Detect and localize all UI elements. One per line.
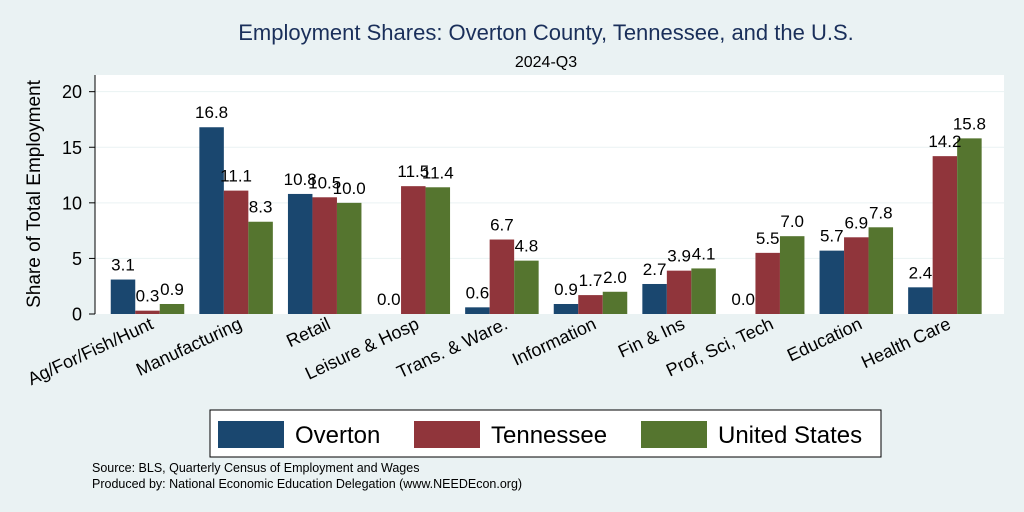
bar-labels: 3.10.3 0.916.811.18.310.810.510.00.011.51… xyxy=(111,103,986,309)
bar-overton xyxy=(110,279,136,314)
bar-value-label: 11.4 xyxy=(422,163,454,182)
bar-tennessee xyxy=(578,295,603,314)
bar-united-states xyxy=(779,236,805,314)
bar-value-label: 11.5 xyxy=(397,162,429,181)
chart-title: Employment Shares: Overton County, Tenne… xyxy=(238,20,854,45)
bar-value-label: 11.1 xyxy=(220,167,252,186)
y-tick-label: 20 xyxy=(62,82,82,102)
bar-value-label: 5.7 xyxy=(820,227,844,246)
bar-value-label: 15.8 xyxy=(953,114,986,133)
bar-value-label: 0.3 xyxy=(136,287,160,306)
bar-value-label: 4.8 xyxy=(515,237,539,256)
legend-label: Tennessee xyxy=(491,422,607,449)
bar-tennessee xyxy=(401,186,426,314)
bar-tennessee xyxy=(666,270,692,314)
bar-value-label: 16.8 xyxy=(195,103,228,122)
y-tick-label: 5 xyxy=(72,249,82,269)
bar-united-states xyxy=(514,260,539,314)
bar-value-label: 1.7 xyxy=(579,271,603,290)
y-tick-label: 0 xyxy=(72,305,82,325)
bar-value-label: 6.7 xyxy=(490,216,514,235)
bar-united-states xyxy=(868,227,894,314)
producer-note: Produced by: National Economic Education… xyxy=(92,477,522,491)
bar-value-label: 10.0 xyxy=(333,179,366,198)
bar-overton xyxy=(908,287,933,314)
y-ticks: 0 5 10 15 20 xyxy=(62,82,95,325)
bar-value-label: 5.5 xyxy=(756,229,780,248)
bar-value-label: 14.2 xyxy=(928,132,961,151)
bar-overton xyxy=(465,307,490,314)
category-label: Health Care xyxy=(858,313,954,372)
category-label: Education xyxy=(784,313,865,365)
category-label: Retail xyxy=(283,313,333,351)
y-tick-label: 15 xyxy=(62,138,82,158)
bar-value-label: 0.6 xyxy=(466,283,490,302)
bar-united-states xyxy=(336,202,362,314)
bar-united-states xyxy=(159,303,185,314)
bar-overton xyxy=(287,193,313,314)
bar-value-label: 0.0 xyxy=(731,290,755,309)
legend-box xyxy=(209,409,882,458)
bar-overton xyxy=(199,127,224,314)
legend: Overton Tennessee United States xyxy=(218,421,862,449)
legend-label: United States xyxy=(718,422,862,449)
legend-label: Overton xyxy=(295,422,380,449)
bars xyxy=(110,127,982,314)
y-tick-label: 10 xyxy=(62,193,82,213)
y-axis-title: Share of Total Employment xyxy=(24,79,45,307)
bar-united-states xyxy=(425,187,451,314)
bar-value-label: 3.9 xyxy=(667,247,691,266)
bar-value-label: 6.9 xyxy=(844,213,868,232)
bar-tennessee xyxy=(844,237,869,314)
bar-value-label: 0.9 xyxy=(160,280,184,299)
bar-value-label: 3.1 xyxy=(111,256,135,275)
bar-tennessee xyxy=(312,197,337,314)
bar-value-label: 7.8 xyxy=(869,203,893,222)
bar-tennessee xyxy=(932,156,958,314)
bar-value-label: 10.8 xyxy=(284,170,317,189)
bar-tennessee xyxy=(755,252,780,314)
bar-united-states xyxy=(248,221,273,314)
bar-value-label: 8.3 xyxy=(249,198,273,217)
legend-swatch-tennessee xyxy=(414,421,480,448)
chart-subtitle: 2024-Q3 xyxy=(515,54,577,71)
bar-value-label: 7.0 xyxy=(780,212,804,231)
bar-united-states xyxy=(691,268,716,314)
category-label: Ag/For/Fish/Hunt xyxy=(24,313,156,389)
category-label: Information xyxy=(509,313,599,369)
bar-value-label: 2.7 xyxy=(643,260,667,279)
bar-value-label: 10.5 xyxy=(308,173,341,192)
bar-value-label: 4.1 xyxy=(692,244,716,263)
bar-value-label: 0.9 xyxy=(554,280,578,299)
bar-tennessee xyxy=(223,190,249,314)
source-note: Source: BLS, Quarterly Census of Employm… xyxy=(92,461,419,475)
bar-united-states xyxy=(602,291,628,314)
bar-value-label: 2.0 xyxy=(603,268,627,287)
bar-value-label: 2.4 xyxy=(909,263,933,282)
bar-tennessee xyxy=(135,310,160,314)
bar-value-label: 0.0 xyxy=(377,290,401,309)
bar-overton xyxy=(819,250,845,314)
bar-tennessee xyxy=(489,239,515,314)
bar-overton xyxy=(553,303,579,314)
bar-overton xyxy=(642,283,667,314)
category-label: Fin & Ins xyxy=(615,313,688,361)
legend-swatch-united-states xyxy=(641,421,707,448)
bar-united-states xyxy=(957,138,982,314)
legend-swatch-overton xyxy=(218,421,284,448)
